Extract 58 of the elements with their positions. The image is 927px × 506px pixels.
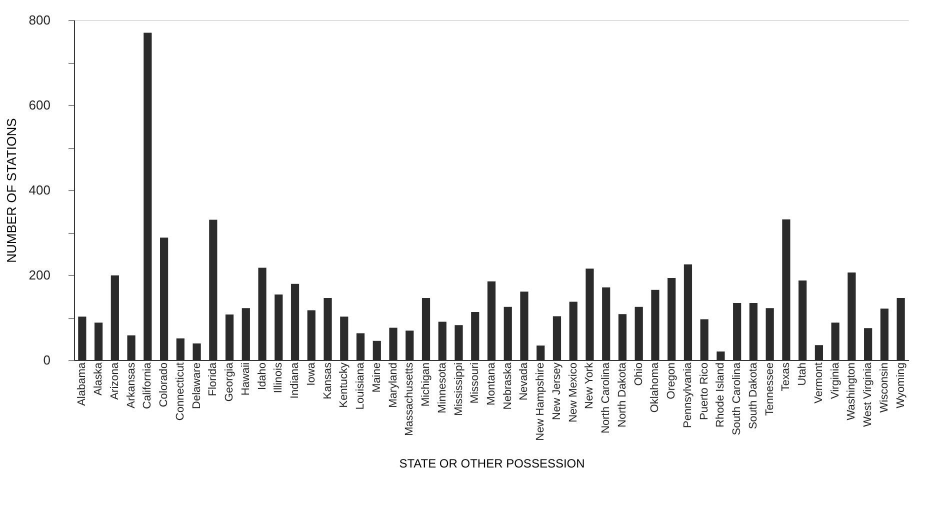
x-tick-label: Maine (370, 362, 383, 392)
x-tick-label: Nevada (518, 362, 530, 400)
x-tick-label: North Carolina (600, 362, 612, 434)
x-tick-label: Hawaii (240, 362, 252, 396)
x-tick-label: Nebraska (502, 362, 514, 410)
x-tick-label: Maryland (387, 362, 400, 408)
x-tick-label: Vermont (812, 362, 825, 404)
x-tick-label: Utah (796, 362, 809, 386)
x-tick-label: Rhode Island (714, 362, 727, 428)
x-tick-label: Idaho (256, 362, 268, 390)
y-axis-title: NUMBER OF STATIONS (4, 118, 19, 263)
y-tick-label: 0 (43, 352, 50, 368)
x-axis-title: STATE OR OTHER POSSESSION (399, 456, 585, 471)
x-tick-label: New Jersey (550, 362, 563, 420)
x-tick-label: Montana (486, 362, 498, 406)
x-tick-label: Illinois (272, 362, 285, 394)
x-tick-label: Virginia (829, 362, 842, 399)
x-tick-label: Arizona (108, 362, 121, 400)
x-tick-label: Kansas (322, 362, 334, 400)
x-tick-label: Iowa (305, 362, 318, 386)
x-tick-label: Alabama (76, 362, 88, 406)
x-tick-label: Delaware (190, 362, 203, 409)
y-tick-label: 800 (28, 12, 50, 28)
x-tick-label: Ohio (632, 362, 645, 386)
x-tick-label: Michigan (420, 362, 432, 407)
x-tick-label: Minnesota (436, 362, 448, 414)
x-tick-label: Arkansas (125, 362, 138, 408)
x-tick-label: Wyoming (894, 362, 907, 408)
x-tick-label: Washington (846, 362, 858, 420)
x-tick-label: Oklahoma (649, 362, 662, 413)
x-tick-label: West Virginia (862, 362, 874, 427)
x-tick-label: Louisiana (354, 362, 367, 410)
x-tick-label: New Mexico (567, 362, 580, 422)
x-tick-label: Alaska (92, 362, 105, 396)
x-tick-label: New York (584, 362, 596, 409)
x-tick-label: Georgia (224, 362, 236, 402)
x-tick-label: Oregon (666, 362, 678, 400)
x-tick-label: Connecticut (174, 362, 186, 421)
x-tick-label: Kentucky (338, 362, 350, 408)
x-tick-label: Wisconsin (878, 362, 890, 413)
x-tick-label: New Hampshire (534, 362, 547, 441)
x-tick-label: California (142, 362, 154, 409)
x-tick-label: Florida (207, 362, 220, 396)
x-tick-label: Missouri (469, 362, 482, 404)
x-tick-label: Tennessee (764, 362, 776, 416)
x-tick-label: South Dakota (747, 362, 760, 430)
x-tick-label: North Dakota (616, 362, 628, 428)
x-tick-label: Massachusetts (404, 362, 416, 436)
y-tick-label: 600 (28, 98, 50, 112)
x-tick-label: Mississippi (452, 362, 465, 416)
x-tick-label: Indiana (289, 362, 302, 399)
x-tick-label: Colorado (158, 362, 170, 408)
y-tick-label: 400 (28, 182, 50, 198)
y-tick-label: 200 (28, 268, 50, 282)
x-tick-label: Pennsylvania (682, 362, 694, 428)
x-tick-label: Texas (780, 362, 792, 392)
x-tick-label: Puerto Rico (698, 362, 710, 420)
x-tick-label: South Carolina (731, 362, 744, 436)
